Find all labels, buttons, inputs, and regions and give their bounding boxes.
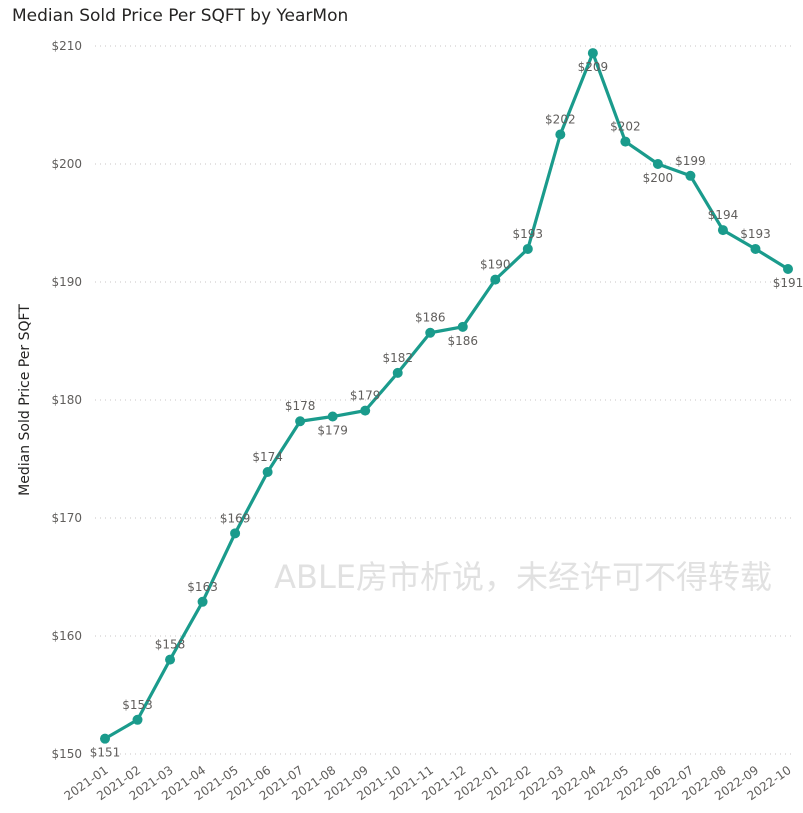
data-point — [262, 466, 273, 477]
series-layer — [100, 48, 793, 744]
data-label: $190 — [480, 258, 511, 272]
data-label: $186 — [415, 311, 446, 325]
data-label: $194 — [708, 208, 739, 222]
data-label: $182 — [382, 351, 413, 365]
data-label: $178 — [285, 399, 316, 413]
data-point — [620, 136, 631, 147]
data-label: $202 — [610, 120, 641, 134]
data-point — [327, 411, 338, 422]
data-point — [587, 48, 598, 59]
data-point — [360, 405, 371, 416]
data-point — [295, 416, 306, 427]
data-point — [717, 225, 728, 236]
chart-title: Median Sold Price Per SQFT by YearMon — [12, 6, 349, 26]
data-point — [750, 243, 761, 254]
y-tick-label: $210 — [51, 39, 82, 53]
data-point — [425, 327, 436, 338]
data-point — [100, 733, 110, 744]
data-point — [132, 714, 143, 725]
data-label: $179 — [317, 424, 348, 438]
data-point — [457, 321, 468, 332]
data-point — [165, 654, 176, 665]
y-tick-label: $200 — [51, 157, 82, 171]
data-point — [392, 367, 403, 378]
data-point — [685, 170, 696, 181]
data-point — [783, 264, 793, 275]
data-label: $209 — [578, 60, 609, 74]
data-point — [490, 274, 501, 285]
data-label: $199 — [675, 154, 706, 168]
y-tick-label: $190 — [51, 275, 82, 289]
y-tick-label: $170 — [51, 511, 82, 525]
data-label: $153 — [122, 698, 153, 712]
y-axis-label: Median Sold Price Per SQFT — [17, 304, 33, 496]
watermark-text: ABLE房市析说，未经许可不得转载 — [274, 558, 772, 596]
y-axis-ticks: $150 $160 $170 $180 $190 $200 $210 — [51, 39, 82, 761]
data-label: $169 — [220, 511, 251, 525]
x-axis-ticks: 2021-012021-022021-032021-042021-052021-… — [62, 763, 794, 803]
data-label: $202 — [545, 113, 576, 127]
y-tick-label: $150 — [51, 747, 82, 761]
data-label: $193 — [740, 227, 771, 241]
gridlines — [95, 45, 793, 755]
data-label: $163 — [187, 580, 218, 594]
data-point — [197, 596, 208, 607]
data-label: $158 — [155, 638, 186, 652]
data-label: $200 — [643, 171, 674, 185]
series-line — [103, 51, 790, 741]
y-tick-label: $180 — [51, 393, 82, 407]
data-label: $186 — [447, 334, 478, 348]
data-label: $151 — [90, 746, 121, 760]
data-labels: $151$153$158$163$169$174$178$179$179$182… — [90, 60, 803, 760]
y-tick-label: $160 — [51, 629, 82, 643]
data-point — [522, 243, 533, 254]
data-point — [652, 159, 663, 169]
data-label: $179 — [350, 389, 381, 403]
data-point — [555, 129, 566, 140]
data-label: $193 — [513, 227, 544, 241]
data-point — [230, 528, 241, 539]
data-label: $191 — [773, 276, 803, 290]
data-label: $174 — [252, 450, 283, 464]
